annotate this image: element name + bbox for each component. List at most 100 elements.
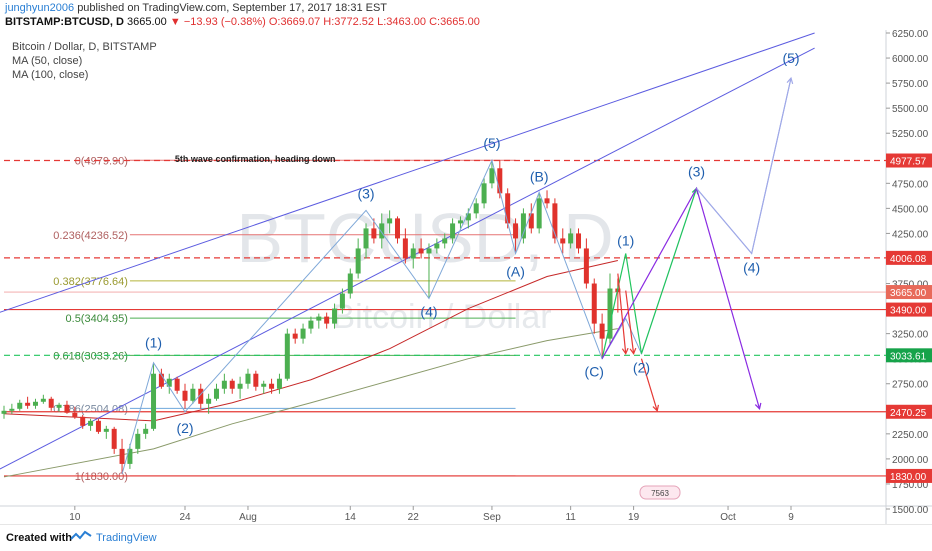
candle-body xyxy=(457,220,463,224)
y-tick-label: 3250.00 xyxy=(892,330,929,341)
last-price: 3665.00 xyxy=(127,16,167,28)
candle-body xyxy=(213,388,219,399)
annotation-text: 5th wave confirmation, heading down xyxy=(175,154,336,164)
candle-body xyxy=(9,408,15,411)
candle-body xyxy=(103,428,109,432)
x-tick-label: 22 xyxy=(408,512,420,523)
candle-body xyxy=(402,238,408,259)
candle-body xyxy=(127,448,133,464)
current-price-badge xyxy=(886,285,932,300)
ohlc-values: O:3669.07 H:3772.52 L:3463.00 C:3665.00 xyxy=(268,16,480,28)
fib-level-label: 0.382(3776.64) xyxy=(53,276,128,288)
candle-body xyxy=(198,388,204,404)
author-link[interactable]: junghyun2006 xyxy=(5,2,75,14)
candle-body xyxy=(206,398,212,404)
price-line-badge-label: 4977.57 xyxy=(890,157,927,168)
candle-body xyxy=(48,398,54,408)
symbol-label: BITSTAMP:BTCUSD, D xyxy=(5,16,124,28)
x-tick-label: Oct xyxy=(720,512,736,523)
candle-body xyxy=(418,248,424,254)
candle-body xyxy=(576,233,582,249)
projection-arrowhead xyxy=(621,347,629,355)
channel-line xyxy=(0,32,815,313)
y-tick-label: 4750.00 xyxy=(892,179,929,190)
candle-body xyxy=(528,213,534,229)
candle-body xyxy=(552,203,558,239)
candle-body xyxy=(190,388,196,401)
x-tick-label: 19 xyxy=(628,512,640,523)
candle-body xyxy=(489,168,495,184)
wave-label: (5) xyxy=(483,135,500,151)
candle-body xyxy=(513,223,519,239)
price-line-badge-label: 2470.25 xyxy=(890,408,927,419)
price-change: −13.93 (−0.38%) xyxy=(183,16,266,28)
candle-body xyxy=(371,228,377,239)
candle-body xyxy=(465,213,471,221)
candle-body xyxy=(316,316,322,321)
x-tick-label: Sep xyxy=(483,512,501,523)
candle-body xyxy=(72,412,78,417)
projection-line xyxy=(601,188,698,359)
wave-label: (4) xyxy=(743,260,760,276)
candle-body xyxy=(111,428,117,449)
price-line-badge-label: 3033.61 xyxy=(890,351,927,362)
symbol-line: BITSTAMP:BTCUSD, D 3665.00 ▼ −13.93 (−0.… xyxy=(5,16,480,28)
y-tick-label: 1750.00 xyxy=(892,480,929,491)
price-chart[interactable]: BTCUSD, D Bitcoin / Dollar Bitcoin / Dolla… xyxy=(0,30,932,524)
x-tick-label: 14 xyxy=(345,512,357,523)
publish-line: junghyun2006 published on TradingView.co… xyxy=(5,2,387,14)
candle-body xyxy=(17,402,23,409)
y-tick-label: 4500.00 xyxy=(892,204,929,215)
tradingview-brand-link[interactable]: TradingView xyxy=(96,532,157,544)
wave-label: (4) xyxy=(420,304,437,320)
candle-body xyxy=(143,428,149,434)
fib-level-label: 0(4979.90) xyxy=(75,155,128,167)
y-tick-label: 5750.00 xyxy=(892,79,929,90)
candle-body xyxy=(379,223,385,239)
candle-body xyxy=(568,233,574,244)
candle-body xyxy=(410,248,416,259)
fib-level-label: 0.236(4236.52) xyxy=(53,230,128,242)
candle-body xyxy=(560,238,566,244)
candle-body xyxy=(88,420,94,426)
candle-body xyxy=(221,380,227,389)
price-line-badge xyxy=(886,348,932,363)
candle-body xyxy=(473,203,479,214)
price-line-badge xyxy=(886,468,932,483)
candle-body xyxy=(32,401,38,406)
price-line-badge xyxy=(886,153,932,168)
wave-label: (1) xyxy=(145,335,162,351)
ma100-line xyxy=(3,328,618,478)
wave-label: (A) xyxy=(506,264,525,280)
projection-arrowhead xyxy=(786,76,794,85)
footer-bar: Created with TradingView xyxy=(0,524,932,551)
candle-body xyxy=(269,383,275,389)
candle-body xyxy=(387,218,393,224)
candle-body xyxy=(363,228,369,249)
y-tick-label: 5500.00 xyxy=(892,104,929,115)
candle-body xyxy=(591,283,597,324)
fib-level-label: 0.5(3404.95) xyxy=(66,313,128,325)
projection-line xyxy=(696,77,792,255)
candle-body xyxy=(505,193,511,224)
chart-header: junghyun2006 published on TradingView.co… xyxy=(0,0,932,30)
wave-label: (B) xyxy=(530,168,549,184)
x-tick-label: 10 xyxy=(69,512,81,523)
candle-body xyxy=(339,293,345,309)
ma50-line xyxy=(3,259,618,422)
candle-body xyxy=(355,248,361,274)
fib-level-label: 1(1830.00) xyxy=(75,471,128,483)
candle-body xyxy=(261,383,267,387)
candle-body xyxy=(434,243,440,249)
candle-body xyxy=(174,378,180,391)
price-line-badge-label: 4006.08 xyxy=(890,254,927,265)
x-tick-label: 24 xyxy=(179,512,191,523)
watermark-symbol: BTCUSD, D xyxy=(236,199,613,277)
candle-body xyxy=(481,183,487,204)
wave-label: (3) xyxy=(357,185,374,201)
event-badge xyxy=(639,485,681,500)
candle-body xyxy=(284,333,290,379)
candle-body xyxy=(536,198,542,229)
y-tick-label: 2250.00 xyxy=(892,430,929,441)
candle-body xyxy=(292,333,298,339)
